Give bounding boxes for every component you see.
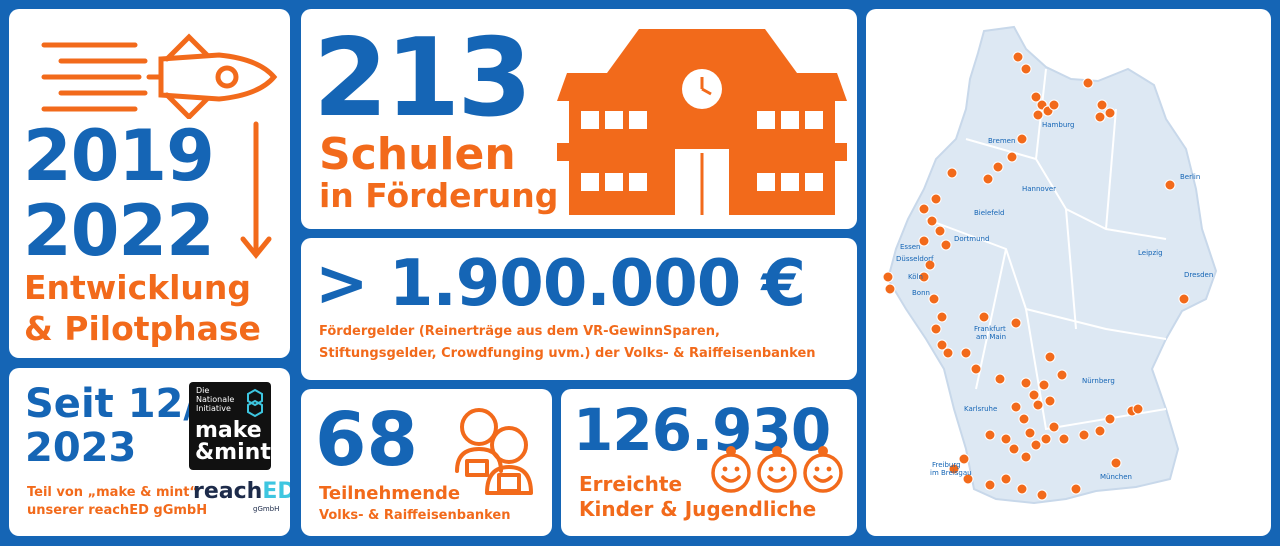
school-building-icon [557, 29, 847, 215]
kids-label-2: Kinder & Jugendliche [579, 497, 817, 521]
schools-card: 213 Schulen in Förderung [301, 9, 857, 229]
city-nuernberg: Nürnberg [1082, 377, 1115, 385]
city-freiburg: Freiburg [932, 461, 961, 469]
city-koeln: Köln [908, 273, 923, 281]
city-berlin: Berlin [1180, 173, 1201, 181]
kids-card: 126.930 Erreichte Kinder & Jugendliche [561, 389, 857, 536]
schools-label-1: Schulen [319, 129, 516, 180]
city-frankfurt: Frankfurt [974, 325, 1006, 333]
city-dortmund: Dortmund [954, 235, 990, 243]
city-dresden: Dresden [1184, 271, 1214, 279]
funding-desc-1: Fördergelder (Reinerträge aus dem VR-Gew… [319, 324, 720, 339]
city-bielefeld: Bielefeld [974, 209, 1005, 217]
funding-card: > 1.900.000 € Fördergelder (Reinerträge … [301, 238, 857, 380]
year-start: 2019 [23, 115, 215, 197]
city-muenchen: München [1100, 473, 1132, 481]
timeline-label-1: Entwicklung [24, 268, 252, 307]
city-essen: Essen [900, 243, 921, 251]
city-bonn: Bonn [912, 289, 930, 297]
banks-label-2: Volks- & Raiffeisenbanken [319, 508, 511, 523]
school-markers [882, 51, 1190, 501]
kids-label-1: Erreichte [579, 472, 683, 496]
banks-card: 68 Teilnehmende Volks- & Raiffeisenbanke… [301, 389, 552, 536]
schools-number: 213 [313, 16, 532, 141]
children-faces-icon [711, 446, 843, 493]
since-line-2: 2023 [25, 425, 137, 471]
schools-label-2: in Förderung [319, 176, 559, 215]
rocket-icon [41, 33, 278, 119]
hexagon-icon [247, 388, 263, 418]
city-leipzig: Leipzig [1138, 249, 1163, 257]
reached-logo: reachED [193, 479, 290, 504]
city-frankfurt-sub: am Main [976, 333, 1007, 341]
timeline-card: 2019 2022 Entwicklung & Pilotphase [9, 9, 290, 358]
timeline-label-2: & Pilotphase [24, 309, 261, 348]
reached-logo-sub: gGmbH [253, 505, 280, 513]
city-bremen: Bremen [988, 137, 1016, 145]
banks-number: 68 [315, 397, 418, 483]
banks-label-1: Teilnehmende [319, 483, 461, 504]
germany-outline [886, 25, 1218, 505]
city-hannover: Hannover [1022, 185, 1057, 193]
city-hamburg: Hamburg [1042, 121, 1075, 129]
funding-desc-2: Stiftungsgelder, Crowdfunging uvm.) der … [319, 346, 816, 361]
people-icon [455, 408, 533, 495]
funding-amount: > 1.900.000 € [315, 247, 806, 321]
partner-card: Seit 12/ 2023 Die Nationale Initiative m… [9, 368, 290, 536]
since-line-1: Seit 12/ [25, 381, 198, 427]
make-mint-logo: Die Nationale Initiative make &mint [189, 382, 271, 470]
city-duesseldorf: Düsseldorf [896, 255, 934, 263]
arrow-down-icon [240, 121, 272, 259]
partner-note-2: unserer reachED gGmbH [27, 503, 208, 518]
city-karlsruhe: Karlsruhe [964, 405, 998, 413]
map-card: Hamburg Bremen Hannover Berlin Bielefeld… [866, 9, 1271, 536]
year-end: 2022 [23, 190, 215, 272]
city-freiburg-sub: im Breisgau [930, 469, 972, 477]
kids-number: 126.930 [573, 396, 831, 464]
partner-note-1: Teil von „make & mint“ [27, 485, 198, 500]
